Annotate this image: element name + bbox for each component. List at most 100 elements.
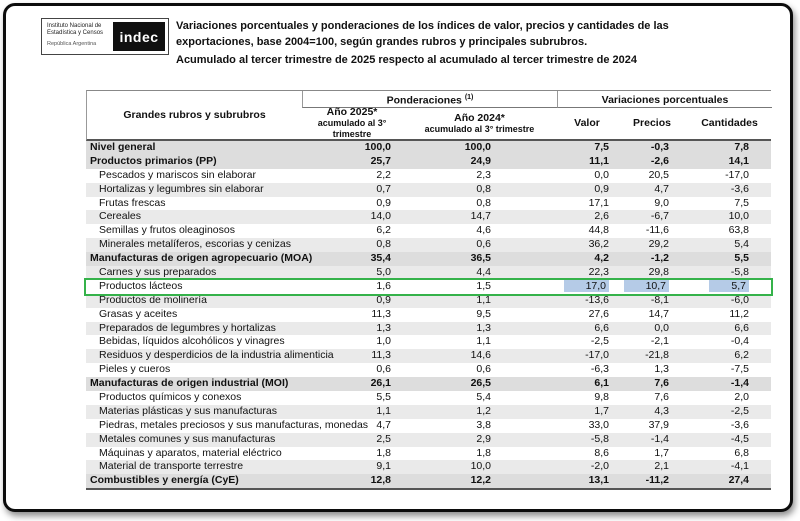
- column-header-ano-2025: Año 2025* acumulado al 3° trimestre: [302, 106, 402, 140]
- table-row: Grasas y aceites 11,3 9,5 27,6 14,7 11,2: [86, 308, 771, 322]
- row-label: Material de transporte terrestre: [99, 460, 244, 473]
- cell-valor: -17,0: [585, 349, 609, 362]
- cell-ponderacion-2024: 14,7: [470, 210, 491, 223]
- row-label: Productos primarios (PP): [90, 154, 217, 167]
- row-label: Semillas y frutos oleaginosos: [99, 224, 235, 237]
- column-header-valor: Valor: [574, 117, 600, 129]
- cell-precios: 4,7: [654, 182, 669, 195]
- cell-precios: -11,2: [645, 474, 669, 487]
- report-title: Variaciones porcentuales y ponderaciones…: [176, 19, 781, 69]
- cell-ponderacion-2025: 0,9: [376, 293, 391, 306]
- report-title-line-2: exportaciones, base 2004=100, según gran…: [176, 35, 588, 48]
- cell-precios: 4,3: [654, 404, 669, 417]
- row-label: Materias plásticas y sus manufacturas: [99, 404, 277, 417]
- cell-precios: -2,6: [650, 154, 669, 167]
- cell-ponderacion-2024: 1,3: [476, 321, 491, 334]
- row-label: Manufacturas de origen agropecuario (MOA…: [90, 252, 313, 265]
- cell-ponderacion-2025: 1,8: [376, 446, 391, 459]
- cell-valor: 17,0: [556, 279, 616, 294]
- cell-precios: -6,7: [650, 210, 669, 223]
- logo-org-line1: Instituto Nacional de: [47, 23, 102, 29]
- table-header: Grandes rubros y subrubros Ponderaciones…: [86, 90, 772, 141]
- cell-ponderacion-2024: 3,8: [476, 418, 491, 431]
- indec-logo: Instituto Nacional de Estadística y Cens…: [41, 18, 169, 55]
- cell-ponderacion-2024: 26,5: [470, 377, 491, 390]
- cell-cantidades: -3,6: [730, 182, 749, 195]
- cell-ponderacion-2025: 0,7: [376, 182, 391, 195]
- cell-ponderacion-2025: 14,0: [370, 210, 391, 223]
- row-label: Minerales metalíferos, escorias y ceniza…: [99, 238, 291, 251]
- cell-ponderacion-2024: 12,2: [470, 474, 491, 487]
- table-body: Nivel general 100,0 100,0 7,5 -0,3 7,8 Product…: [84, 141, 773, 491]
- logo-org-line3: República Argentina: [47, 41, 97, 47]
- ano-2025-line2: acumulado al 3° trimestre: [317, 118, 387, 139]
- cell-valor: 11,1: [589, 154, 609, 167]
- cell-valor: 1,7: [594, 404, 609, 417]
- cell-valor: 4,2: [594, 252, 609, 265]
- cell-cantidades: -2,5: [730, 404, 749, 417]
- ano-2024-line2: acumulado al 3° trimestre: [424, 123, 535, 134]
- row-label: Cereales: [99, 210, 142, 223]
- cell-precios: 2,1: [654, 460, 669, 473]
- cell-cantidades: -17,0: [725, 168, 749, 181]
- table-row: Material de transporte terrestre 9,1 10,0 -…: [86, 460, 771, 475]
- row-label: Bebidas, líquidos alcohólicos y vinagres: [99, 335, 285, 348]
- row-label: Combustibles y energía (CyE): [90, 474, 239, 487]
- page-frame: Instituto Nacional de Estadística y Cens…: [3, 3, 793, 512]
- cell-ponderacion-2024: 24,9: [470, 154, 491, 167]
- cell-cantidades: -4,1: [730, 460, 749, 473]
- cell-ponderacion-2024: 0,6: [476, 238, 491, 251]
- cell-ponderacion-2025: 1,6: [376, 279, 391, 292]
- cell-valor: 9,8: [594, 391, 609, 404]
- cell-ponderacion-2025: 2,5: [376, 432, 391, 445]
- cell-cantidades: -3,6: [730, 418, 749, 431]
- footnote-marker: (1): [464, 94, 474, 101]
- cell-ponderacion-2025: 0,9: [376, 196, 391, 209]
- cell-precios: -1,2: [650, 252, 669, 265]
- row-label: Productos lácteos: [99, 279, 183, 292]
- cell-cantidades: 5,4: [734, 238, 749, 251]
- table-row: Preparados de legumbres y hortalizas 1,3 1…: [86, 321, 771, 336]
- row-label: Frutas frescas: [99, 196, 166, 209]
- cell-cantidades: 2,0: [734, 391, 749, 404]
- cell-ponderacion-2025: 25,7: [370, 154, 391, 167]
- cell-cantidades: -7,5: [730, 363, 749, 376]
- table-row: Manufacturas de origen industrial (MOI) 2…: [86, 377, 771, 392]
- table-row: Minerales metalíferos, escorias y ceniza…: [86, 238, 771, 253]
- table-row: Hortalizas y legumbres sin elaborar 0,7 0,…: [86, 182, 771, 197]
- selected-value-highlight: 17,0: [563, 279, 609, 292]
- cell-precios: 7,6: [654, 391, 669, 404]
- cell-ponderacion-2024: 36,5: [470, 252, 491, 265]
- table-row: Bebidas, líquidos alcohólicos y vinagres…: [86, 335, 771, 349]
- cell-ponderacion-2025: 1,0: [376, 335, 391, 348]
- cell-ponderacion-2024: 100,0: [464, 141, 491, 153]
- cell-ponderacion-2024: 1,5: [476, 279, 491, 292]
- cell-cantidades: -0,4: [730, 335, 749, 348]
- cell-cantidades: -5,8: [730, 266, 749, 279]
- cell-precios: 9,0: [654, 196, 669, 209]
- table-row: Semillas y frutos oleaginosos 6,2 4,6 44,8 -…: [86, 224, 771, 238]
- cell-precios: 14,7: [648, 307, 669, 320]
- table-row: Combustibles y energía (CyE) 12,8 12,2 13,1…: [86, 474, 771, 489]
- cell-valor: 0,0: [594, 168, 609, 181]
- table-row: Máquinas y aparatos, material eléctrico 1…: [86, 447, 771, 461]
- cell-ponderacion-2025: 0,8: [376, 238, 391, 251]
- cell-ponderacion-2025: 1,3: [376, 321, 391, 334]
- cell-cantidades: 7,5: [734, 196, 749, 209]
- cell-cantidades: -4,5: [730, 432, 749, 445]
- cell-cantidades: 5,5: [734, 252, 749, 265]
- ano-2024-line1: Año 2024*: [454, 111, 505, 124]
- table-row: Manufacturas de origen agropecuario (MOA…: [86, 252, 771, 267]
- cell-cantidades: 6,2: [734, 349, 749, 362]
- row-label: Productos de molinería: [99, 293, 207, 306]
- cell-precios: -21,8: [645, 349, 669, 362]
- cell-cantidades: 14,1: [728, 154, 749, 167]
- cell-precios: -0,3: [650, 141, 669, 153]
- cell-ponderacion-2024: 5,4: [476, 391, 491, 404]
- ano-2025-line1: Año 2025*: [326, 106, 378, 118]
- cell-valor: 2,6: [594, 210, 609, 223]
- cell-precios: -1,4: [650, 432, 669, 445]
- row-label: Preparados de legumbres y hortalizas: [99, 321, 276, 334]
- column-group-variaciones: Variaciones porcentuales: [557, 91, 772, 108]
- table-row: Materias plásticas y sus manufacturas 1,1…: [86, 404, 771, 419]
